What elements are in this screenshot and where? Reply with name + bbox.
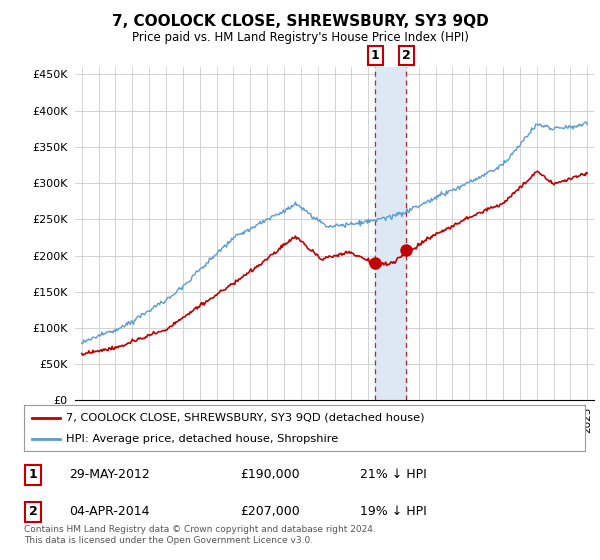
Text: 7, COOLOCK CLOSE, SHREWSBURY, SY3 9QD: 7, COOLOCK CLOSE, SHREWSBURY, SY3 9QD — [112, 14, 488, 29]
Text: 29-MAY-2012: 29-MAY-2012 — [69, 468, 150, 482]
Text: 2: 2 — [402, 49, 410, 62]
Text: Contains HM Land Registry data © Crown copyright and database right 2024.
This d: Contains HM Land Registry data © Crown c… — [24, 525, 376, 545]
Text: 19% ↓ HPI: 19% ↓ HPI — [360, 505, 427, 519]
Text: 1: 1 — [29, 468, 37, 482]
Text: £190,000: £190,000 — [240, 468, 299, 482]
Text: 2: 2 — [29, 505, 37, 519]
Text: 21% ↓ HPI: 21% ↓ HPI — [360, 468, 427, 482]
Text: 7, COOLOCK CLOSE, SHREWSBURY, SY3 9QD (detached house): 7, COOLOCK CLOSE, SHREWSBURY, SY3 9QD (d… — [66, 413, 425, 423]
Text: 04-APR-2014: 04-APR-2014 — [69, 505, 149, 519]
Bar — [375, 67, 406, 400]
Text: £207,000: £207,000 — [240, 505, 300, 519]
Text: Price paid vs. HM Land Registry's House Price Index (HPI): Price paid vs. HM Land Registry's House … — [131, 31, 469, 44]
Text: HPI: Average price, detached house, Shropshire: HPI: Average price, detached house, Shro… — [66, 435, 338, 444]
Text: 1: 1 — [371, 49, 380, 62]
